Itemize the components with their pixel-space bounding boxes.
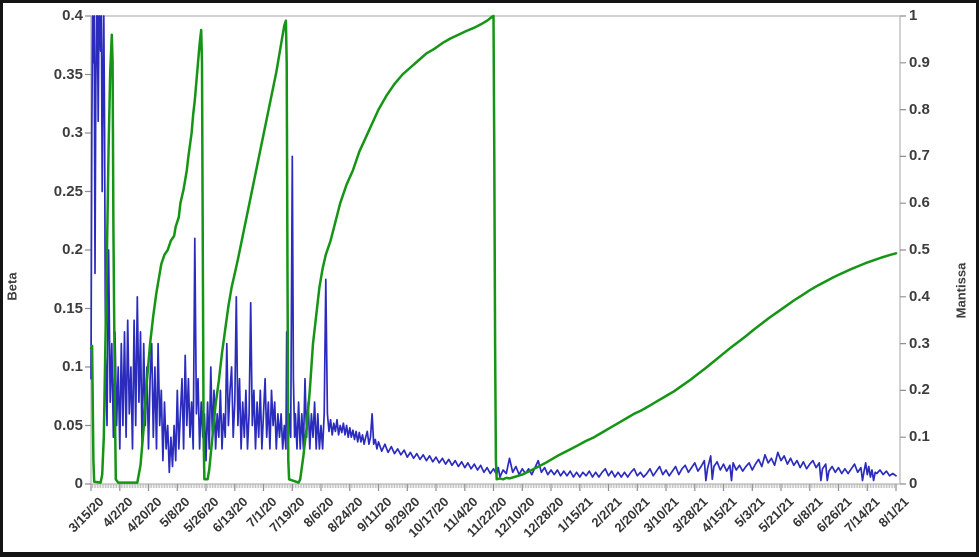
y-left-tick-label: 0.15 — [53, 299, 83, 317]
y-right-tick-label: 0.9 — [909, 53, 930, 71]
mantissa-axis-label: Mantissa — [953, 262, 969, 319]
y-left-ticks — [85, 15, 91, 485]
y-left-tick-label: 0 — [74, 475, 83, 492]
y-left-tick-label: 0.2 — [62, 241, 83, 258]
y-left-tick-label: 0.25 — [53, 182, 83, 200]
y-right-ticks — [900, 15, 906, 485]
y-right-tick-label: 0.7 — [909, 147, 930, 165]
x-axis-major-ticks — [90, 484, 897, 491]
y-right-tick-label: 0.4 — [909, 287, 930, 305]
plot-area — [85, 14, 906, 491]
y-left-tick-label: 0.05 — [53, 416, 83, 434]
y-right-tick-label: 0.5 — [909, 241, 930, 258]
y-right-tick-label: 0.1 — [909, 428, 930, 446]
y-right-tick-label: 0.6 — [909, 194, 930, 212]
y-left-tick-label: 0.1 — [62, 358, 83, 375]
y-right-tick-label: 0.2 — [909, 381, 930, 399]
y-right-tick-label: 1 — [909, 7, 918, 24]
y-right-tick-label: 0.3 — [909, 334, 930, 352]
beta-series-line — [90, 15, 897, 482]
y-left-tick-label: 0.4 — [62, 7, 83, 24]
mantissa-series-line — [89, 14, 898, 484]
y-left-tick-label: 0.3 — [62, 124, 83, 141]
y-right-tick-label: 0 — [909, 475, 918, 492]
y-right-tick-label: 0.8 — [909, 100, 930, 118]
y-left-tick-label: 0.35 — [53, 65, 83, 83]
